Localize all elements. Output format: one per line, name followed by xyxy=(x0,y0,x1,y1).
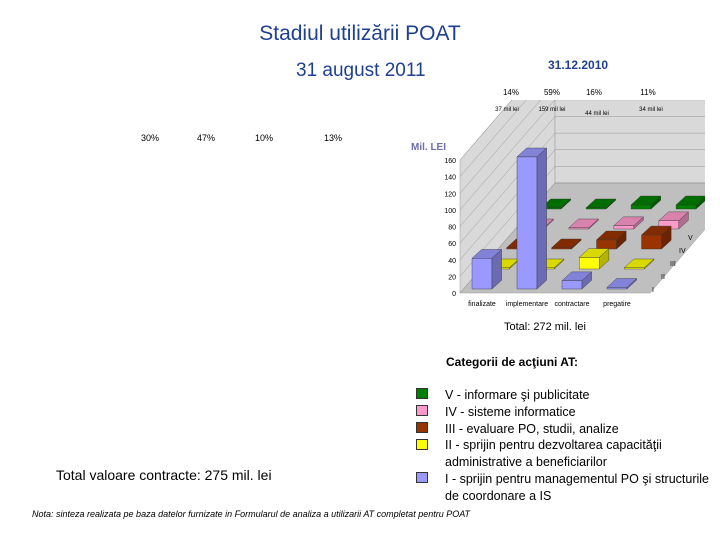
chart-back-wall xyxy=(554,100,705,184)
legend-item: V - informare şi publicitate xyxy=(445,388,590,402)
pie-pct-1: 30% xyxy=(141,133,160,143)
bar-front xyxy=(613,225,635,230)
bar-amount-label: 44 mil lei xyxy=(585,111,609,117)
bar-front xyxy=(641,234,662,250)
legend-item: III - evaluare PO, studii, analize xyxy=(445,422,619,436)
series-depth-label: V xyxy=(688,235,693,242)
bar-front xyxy=(630,204,652,210)
bar-side xyxy=(536,147,547,290)
bar-top xyxy=(551,238,582,249)
x-category-label: pregatire xyxy=(603,301,631,308)
bar-front xyxy=(596,239,617,250)
bar-front xyxy=(579,257,600,270)
y-tick-label: 80 xyxy=(448,225,456,232)
legend-title: Categorii de acţiuni AT: xyxy=(446,355,579,369)
pie-pct-4: 13% xyxy=(324,133,343,143)
total-contracts: Total valoare contracte: 275 mil. lei xyxy=(56,467,272,483)
legend-swatch-v xyxy=(416,388,428,399)
y-tick-label: 20 xyxy=(448,274,456,281)
x-category-label: contractare xyxy=(554,301,589,308)
series-depth-label: IV xyxy=(679,248,686,255)
legend-swatch-i xyxy=(416,472,428,483)
bar-top xyxy=(641,225,672,236)
grid-line xyxy=(459,100,527,177)
bar-percent-label: 11% xyxy=(640,88,656,97)
grid-line xyxy=(459,100,513,161)
y-tick-label: 120 xyxy=(444,191,456,198)
bar-side xyxy=(695,196,705,210)
x-category-label: finalizate xyxy=(468,301,496,308)
legend-swatch-ii xyxy=(416,439,428,450)
bar-top xyxy=(561,271,593,281)
bar-top xyxy=(658,211,689,221)
bar-top xyxy=(568,218,599,229)
grid-line xyxy=(459,100,556,211)
bar-top xyxy=(675,195,705,206)
bar-top xyxy=(613,216,644,226)
legend-item: I - sprijin pentru managementul PO şi st… xyxy=(445,472,709,503)
y-tick-label: 160 xyxy=(444,158,456,165)
chart-date: 31.12.2010 xyxy=(548,58,609,72)
bar-amount-label: 34 mil lei xyxy=(639,107,663,113)
bar-top xyxy=(623,258,655,269)
y-tick-label: 40 xyxy=(448,258,456,265)
bar-percent-label: 16% xyxy=(585,88,602,97)
bar-top xyxy=(540,198,572,209)
footnote: Nota: sinteza realizata pe baza datelor … xyxy=(32,509,471,519)
y-tick-label: 100 xyxy=(444,208,456,215)
legend-item: II - sprijin pentru dezvoltarea capacită… xyxy=(445,438,662,469)
x-category-label: implementare xyxy=(506,301,549,308)
report-date: 31 august 2011 xyxy=(296,60,426,81)
bar-front xyxy=(675,204,697,210)
bar-amount-label: 159 mil lei xyxy=(538,107,565,113)
pie-pct-3: 10% xyxy=(255,133,274,143)
pie-pct-2: 47% xyxy=(197,133,216,143)
bar-top xyxy=(585,198,617,209)
bar-front xyxy=(606,287,628,290)
y-tick-label: 140 xyxy=(444,175,456,182)
series-depth-label: I xyxy=(652,287,654,294)
bar-amount-label: 37 mil lei xyxy=(495,107,519,113)
legend-swatch-iii xyxy=(416,422,428,433)
legend-item: IV - sisteme informatice xyxy=(445,405,576,419)
series-depth-label: II xyxy=(661,274,665,281)
y-axis-title: Mil. LEI xyxy=(411,142,446,153)
bar-percent-label: 14% xyxy=(502,88,519,97)
bar-front xyxy=(516,156,538,290)
legend-swatch-iv xyxy=(416,405,428,416)
bar-top xyxy=(471,249,503,259)
bar-top xyxy=(606,278,638,288)
chart-total: Total: 272 mil. lei xyxy=(504,321,586,333)
y-tick-label: 60 xyxy=(448,241,456,248)
bar-top xyxy=(516,147,548,158)
bar-top xyxy=(578,248,610,258)
y-tick-label: 0 xyxy=(452,291,456,298)
series-depth-label: III xyxy=(670,261,676,268)
bar-front xyxy=(561,280,583,290)
bar-top xyxy=(596,230,627,241)
bar-front xyxy=(471,258,493,290)
grid-line xyxy=(459,116,556,227)
grid-line xyxy=(459,100,541,194)
bar-chart-3d: 0 20 40 60 80 100 120 140 160 Mil. LEI finalizate i… xyxy=(411,100,705,308)
bar-percent-label: 59% xyxy=(543,88,560,97)
page-title: Stadiul utilizării POAT xyxy=(259,22,461,45)
bar-top xyxy=(630,195,662,206)
